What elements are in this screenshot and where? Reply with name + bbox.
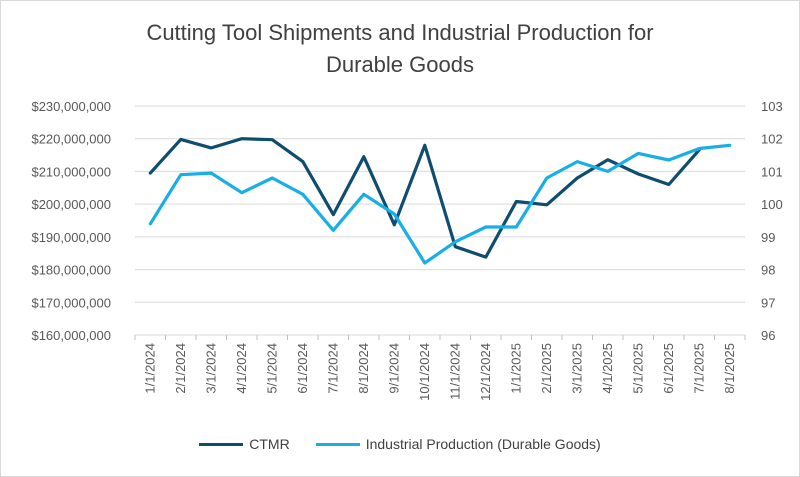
- x-axis-tick-label: 12/1/2024: [478, 343, 493, 401]
- legend-label-ctmr: CTMR: [249, 436, 290, 452]
- series-line-ctmr: [148, 137, 701, 259]
- x-axis-tick-label: 11/1/2024: [447, 343, 462, 400]
- series-line-industrial-production: [148, 143, 732, 265]
- x-axis-tick-label: 3/1/2025: [569, 343, 584, 394]
- x-axis-tick-label: 2/1/2025: [539, 343, 554, 394]
- x-axis-tick-label: 7/1/2024: [325, 343, 340, 394]
- right-axis-tick-label: 100: [761, 197, 783, 212]
- x-axis-tick-label: 3/1/2024: [203, 343, 218, 394]
- x-axis-tick-label: 6/1/2025: [661, 343, 676, 394]
- chart-title: Cutting Tool Shipments and Industrial Pr…: [146, 20, 654, 45]
- x-axis-tick-label: 8/1/2024: [356, 343, 371, 394]
- x-axis-tick-label: 10/1/2024: [417, 343, 432, 401]
- legend-item-industrial-production: Industrial Production (Durable Goods): [315, 436, 601, 452]
- line-chart: $160,000,000 $170,000,000 $180,000,000 $190…: [31, 99, 783, 401]
- right-axis-tick-label: 98: [761, 263, 775, 278]
- x-axis-tick-label: 6/1/2024: [295, 343, 310, 394]
- legend-label-industrial-production: Industrial Production (Durable Goods): [365, 436, 601, 452]
- x-axis-tick-label: 1/1/2025: [508, 343, 523, 394]
- right-axis-tick-label: 102: [761, 132, 783, 147]
- right-axis-tick-label: 101: [761, 164, 783, 179]
- left-axis-tick-label: $160,000,000: [31, 328, 111, 343]
- x-axis-tick-label: 4/1/2025: [600, 343, 615, 394]
- x-axis-tick-label: 5/1/2025: [630, 343, 645, 394]
- x-axis-tick-label: 7/1/2025: [691, 343, 706, 394]
- legend-swatch-industrial-production: [315, 442, 360, 446]
- left-axis-tick-label: $220,000,000: [31, 132, 111, 147]
- x-axis-tick-label: 9/1/2024: [386, 343, 401, 394]
- left-axis-tick-label: $230,000,000: [31, 99, 111, 114]
- legend-item-ctmr: CTMR: [199, 436, 290, 452]
- left-axis-tick-label: $210,000,000: [31, 164, 111, 179]
- legend: CTMR Industrial Production (Durable Good…: [0, 436, 800, 452]
- x-axis-tick-label: 8/1/2025: [722, 343, 737, 394]
- x-axis-tick-label: 4/1/2024: [234, 343, 249, 394]
- right-axis-tick-label: 96: [761, 328, 775, 343]
- left-axis-tick-label: $180,000,000: [31, 263, 111, 278]
- right-axis-tick-label: 103: [761, 99, 783, 114]
- left-axis-tick-label: $170,000,000: [31, 295, 111, 310]
- chart-title-line2: Durable Goods: [326, 52, 474, 77]
- x-axis-tick-label: 2/1/2024: [173, 343, 188, 394]
- left-axis-tick-label: $190,000,000: [31, 230, 111, 245]
- x-axis-tick-label: 5/1/2024: [264, 343, 279, 394]
- left-axis-tick-label: $200,000,000: [31, 197, 111, 212]
- legend-swatch-ctmr: [199, 442, 244, 446]
- x-axis-tick-label: 1/1/2024: [142, 343, 157, 394]
- right-axis-tick-label: 99: [761, 230, 775, 245]
- right-axis-tick-label: 97: [761, 295, 775, 310]
